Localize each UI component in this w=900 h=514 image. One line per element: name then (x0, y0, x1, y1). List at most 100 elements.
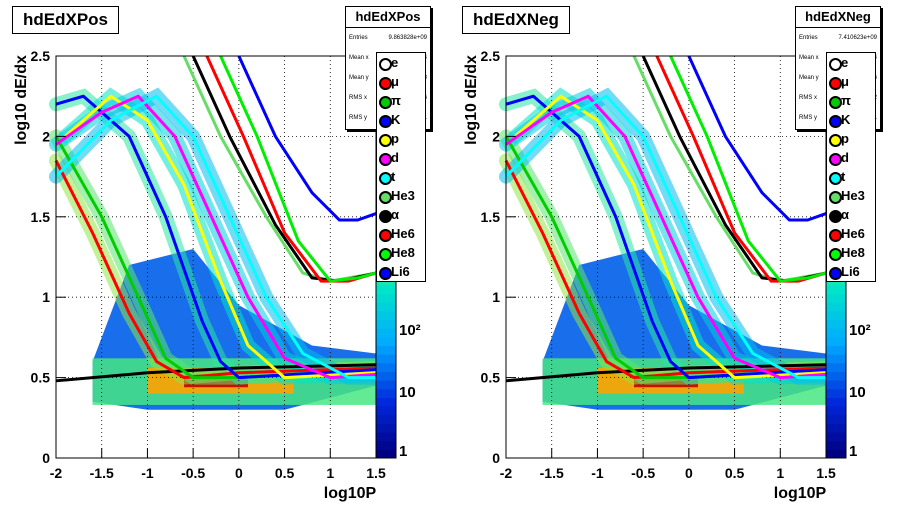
y-tick-label: 2 (42, 128, 50, 144)
stats-label: Mean y (349, 75, 369, 81)
x-tick-label: -2 (50, 465, 63, 481)
color-bar-tick-label: 10² (399, 322, 421, 339)
legend-item: μ (377, 73, 425, 91)
stats-title: hdEdXNeg (796, 7, 880, 28)
curve-p (64, 94, 377, 380)
color-bar-segment (826, 440, 846, 450)
y-axis-title: log10 dE/dx (13, 55, 30, 145)
y-tick-label: 1 (492, 289, 500, 305)
color-bar-segment (826, 388, 846, 398)
legend-marker-icon (379, 267, 392, 280)
legend-marker-icon (829, 248, 842, 261)
x-axis-title: log10P (324, 485, 377, 502)
legend-label: p (841, 131, 849, 146)
color-bar-segment (376, 406, 396, 416)
legend-marker-icon (829, 153, 842, 166)
legend-item: e (827, 54, 875, 72)
legend-label: p (391, 131, 399, 146)
legend-item: α (377, 206, 425, 224)
legend-label: K (391, 112, 401, 127)
legend-label: α (391, 207, 399, 222)
panel-right: -2 -1.5 -1 -0.5 0 0.5 1 1.5 0 0.5 1 1.5 2 2.5 log10P lo… (450, 0, 900, 514)
legend-label: d (841, 150, 849, 165)
legend-item: He6 (827, 225, 875, 243)
legend-item: Li6 (827, 263, 875, 281)
legend-item: π (827, 92, 875, 110)
curve-μ (504, 159, 827, 380)
color-bar-segment (376, 432, 396, 442)
color-bar-segment (826, 423, 846, 433)
curve-t (504, 94, 826, 380)
x-tick-label: 0 (235, 465, 243, 481)
legend-marker-icon (379, 229, 392, 242)
y-tick-label: 1 (42, 289, 50, 305)
color-bar-segment (826, 310, 846, 321)
stats-label: RMS y (799, 115, 817, 121)
color-bar-segment (826, 362, 846, 372)
legend-item: p (377, 130, 425, 148)
color-bar-segment (376, 310, 396, 321)
y-tick-label: 2.5 (31, 48, 51, 64)
stats-title: hdEdXPos (346, 7, 430, 28)
color-bar-segment (376, 328, 396, 338)
color-bar-segment (826, 319, 846, 329)
color-bar-segment (376, 371, 396, 381)
x-tick-label: 1 (326, 465, 334, 481)
legend-marker-icon (829, 96, 842, 109)
legend-item: p (827, 130, 875, 148)
color-bar-segment (826, 414, 846, 424)
y-tick-label: 2.5 (481, 48, 501, 64)
curve-Li6 (687, 55, 827, 222)
legend-label: He8 (841, 245, 865, 260)
curve-He8 (219, 55, 377, 283)
legend-label: He3 (391, 188, 415, 203)
legend-item: He3 (377, 187, 425, 205)
y-tick-label: 0.5 (481, 370, 501, 386)
x-tick-label: -0.5 (631, 465, 655, 481)
legend-label: e (841, 55, 849, 70)
color-bar-segment (826, 380, 846, 390)
color-bar-segment (826, 336, 846, 347)
legend-item: d (827, 149, 875, 167)
color-bar-tick-label: 10 (399, 384, 416, 401)
stats-label: Mean y (799, 75, 819, 81)
color-bar-segment (826, 293, 846, 303)
legend-item: e (377, 54, 425, 72)
legend-marker-icon (829, 115, 842, 128)
y-tick-label: 1.5 (481, 209, 501, 225)
color-bar-segment (376, 345, 396, 355)
color-bar-segment (826, 432, 846, 442)
color-bar-segment (376, 397, 396, 407)
legend-marker-icon (379, 96, 392, 109)
x-tick-label: 0 (685, 465, 693, 481)
color-bar-segment (826, 354, 846, 364)
legend-marker-icon (829, 77, 842, 90)
legend-marker-icon (829, 210, 842, 223)
legend-label: t (841, 169, 846, 184)
color-bar-segment (376, 354, 396, 364)
stats-label: Mean x (799, 55, 819, 61)
color-bar-segment (376, 414, 396, 424)
color-bar-segment (826, 449, 846, 459)
color-bar-segment (826, 302, 846, 312)
color-bar-segment (376, 285, 396, 295)
x-tick-label: 1 (776, 465, 784, 481)
stats-label: Entries (799, 35, 818, 41)
stats-label: Entries (349, 35, 368, 41)
expected-curves (504, 55, 827, 383)
curve-μ (54, 159, 377, 380)
legend-marker-icon (379, 58, 392, 71)
y-tick-label: 0.5 (31, 370, 51, 386)
color-bar-tick-label: 1 (399, 443, 407, 460)
legend-label: K (841, 112, 851, 127)
legend-marker-icon (379, 210, 392, 223)
stats-value: 9.863828e+09 (388, 35, 427, 41)
stats-label: RMS y (349, 115, 367, 121)
x-tick-label: 1.5 (816, 465, 836, 481)
legend-marker-icon (379, 172, 392, 185)
color-bar-segment (376, 423, 396, 433)
color-bar-segment (376, 388, 396, 398)
legend-marker-icon (829, 191, 842, 204)
